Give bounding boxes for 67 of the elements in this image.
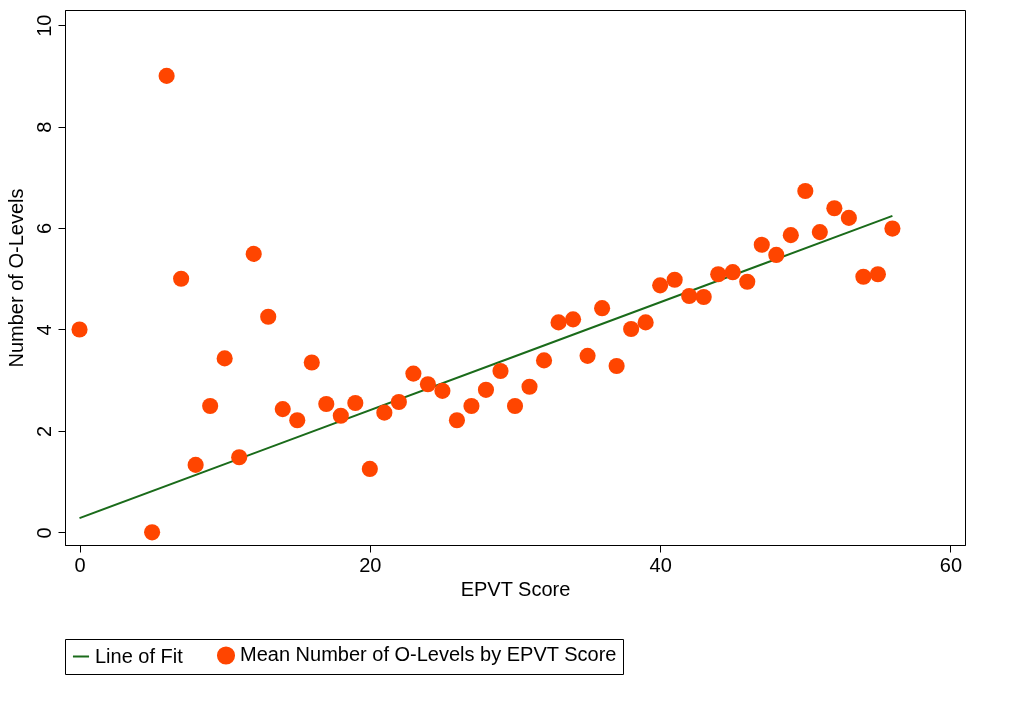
point: [869, 266, 886, 283]
point: [753, 236, 770, 253]
y-tick-label: 0: [32, 527, 55, 539]
point: [710, 266, 727, 283]
point: [202, 398, 219, 415]
point: [332, 407, 349, 424]
point: [260, 308, 277, 325]
point: [666, 271, 683, 288]
x-tick-label: 0: [74, 553, 86, 576]
point: [376, 404, 393, 421]
point: [724, 264, 741, 281]
point: [144, 524, 161, 541]
point: [797, 182, 814, 200]
point: [506, 398, 524, 415]
x-tick-label: 20: [359, 553, 382, 576]
x-tick-label: 40: [649, 553, 672, 576]
point: [637, 314, 654, 331]
point: [347, 394, 364, 412]
point: [623, 320, 640, 338]
point: [579, 347, 596, 364]
x-tick-label: 60: [939, 553, 963, 576]
point: [811, 224, 828, 241]
point: [187, 456, 204, 473]
point: [840, 209, 857, 226]
point: [608, 357, 625, 375]
point: [535, 352, 553, 369]
point: [448, 412, 465, 429]
point: [405, 365, 422, 382]
point: [303, 354, 320, 371]
point: [216, 350, 233, 367]
x-axis-title: EPVT Score: [460, 577, 571, 600]
legend-label: Line of Fit: [95, 644, 184, 667]
y-axis-title: Number of O-Levels: [4, 188, 27, 368]
point: [782, 227, 799, 244]
point: [71, 321, 88, 338]
point: [739, 273, 756, 290]
point: [681, 287, 698, 305]
point: [245, 245, 262, 262]
y-tick-label: 4: [32, 324, 55, 336]
point: [492, 363, 509, 380]
legend-label: Mean Number of O-Levels by EPVT Score: [240, 643, 617, 666]
point: [274, 401, 291, 418]
point: [594, 300, 611, 317]
point: [361, 460, 378, 477]
point: [463, 398, 480, 415]
point: [652, 277, 669, 294]
point: [521, 378, 538, 395]
point: [768, 246, 785, 263]
point: [565, 311, 582, 328]
point: [826, 200, 843, 217]
y-tick-label: 10: [32, 14, 55, 37]
point: [390, 393, 407, 411]
point: [434, 382, 451, 399]
point: [289, 412, 306, 429]
point: [855, 268, 872, 285]
point: [884, 220, 901, 237]
point: [318, 395, 335, 413]
point: [550, 314, 567, 331]
point: [173, 270, 190, 287]
y-tick-label: 6: [32, 222, 55, 235]
y-tick-label: 2: [32, 425, 55, 437]
y-tick-label: 8: [32, 121, 55, 133]
point: [231, 449, 248, 466]
point: [158, 67, 175, 84]
point: [695, 288, 712, 306]
point: [419, 376, 436, 393]
point: [477, 381, 495, 398]
